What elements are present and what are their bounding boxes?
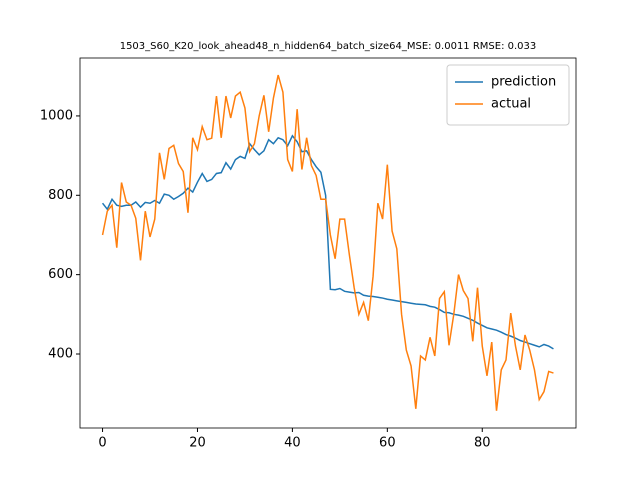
y-tick-label: 400 <box>48 347 73 362</box>
x-tick-label: 60 <box>379 436 396 451</box>
plot-frame <box>79 57 577 429</box>
y-tick-label: 800 <box>48 188 73 203</box>
x-tick-label: 40 <box>284 436 301 451</box>
y-tick-label: 1000 <box>40 108 73 123</box>
data-line <box>101 134 554 350</box>
chart-title: 1503_S60_K20_look_ahead48_n_hidden64_bat… <box>120 41 537 52</box>
legend-label: actual <box>491 97 531 112</box>
y-tick-label: 600 <box>48 267 73 282</box>
x-tick-label: 80 <box>474 436 491 451</box>
x-tick-label: 0 <box>98 436 106 451</box>
x-tick-label: 20 <box>189 436 206 451</box>
data-line <box>101 74 554 411</box>
legend-box <box>446 64 570 126</box>
legend-label: prediction <box>491 75 556 90</box>
